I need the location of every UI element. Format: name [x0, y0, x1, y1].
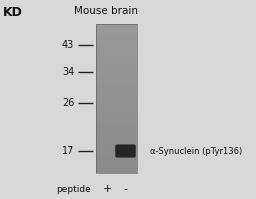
- Bar: [96, 150, 137, 154]
- Bar: [96, 147, 137, 151]
- Text: 34: 34: [62, 67, 74, 77]
- Text: α-Synuclein (pTyr136): α-Synuclein (pTyr136): [150, 146, 242, 155]
- Bar: [96, 50, 137, 54]
- Text: +: +: [102, 184, 112, 194]
- Bar: [96, 31, 137, 35]
- Bar: [96, 76, 137, 80]
- Bar: [96, 72, 137, 76]
- Bar: [96, 162, 137, 166]
- Bar: [96, 139, 137, 143]
- Text: KD: KD: [3, 6, 23, 19]
- Bar: [96, 166, 137, 169]
- Bar: [96, 24, 137, 28]
- Bar: [96, 87, 137, 91]
- Bar: [96, 113, 137, 117]
- Bar: [96, 158, 137, 162]
- Bar: [96, 98, 137, 102]
- Bar: [96, 65, 137, 69]
- Bar: [96, 91, 137, 95]
- Bar: [96, 42, 137, 46]
- Bar: [96, 39, 137, 43]
- Bar: [96, 169, 137, 173]
- Bar: [96, 132, 137, 136]
- Bar: [96, 83, 137, 87]
- Bar: [96, 117, 137, 121]
- Bar: [96, 121, 137, 125]
- Bar: [96, 24, 137, 173]
- Bar: [96, 61, 137, 65]
- Bar: [96, 128, 137, 132]
- Text: 26: 26: [62, 98, 74, 108]
- FancyBboxPatch shape: [115, 144, 136, 158]
- Text: peptide: peptide: [56, 184, 91, 194]
- Bar: [96, 102, 137, 106]
- Bar: [96, 109, 137, 113]
- Bar: [96, 95, 137, 99]
- Bar: [96, 35, 137, 39]
- Bar: [96, 154, 137, 158]
- Bar: [96, 46, 137, 50]
- Bar: [96, 106, 137, 110]
- Bar: [96, 80, 137, 84]
- Text: 17: 17: [62, 146, 74, 156]
- Bar: [96, 68, 137, 72]
- Text: 43: 43: [62, 40, 74, 51]
- Text: -: -: [123, 184, 127, 194]
- Bar: [96, 143, 137, 147]
- Bar: [96, 27, 137, 31]
- Bar: [96, 57, 137, 61]
- Bar: [96, 124, 137, 128]
- Bar: [96, 54, 137, 58]
- Text: Mouse brain: Mouse brain: [74, 6, 138, 16]
- Bar: [96, 136, 137, 139]
